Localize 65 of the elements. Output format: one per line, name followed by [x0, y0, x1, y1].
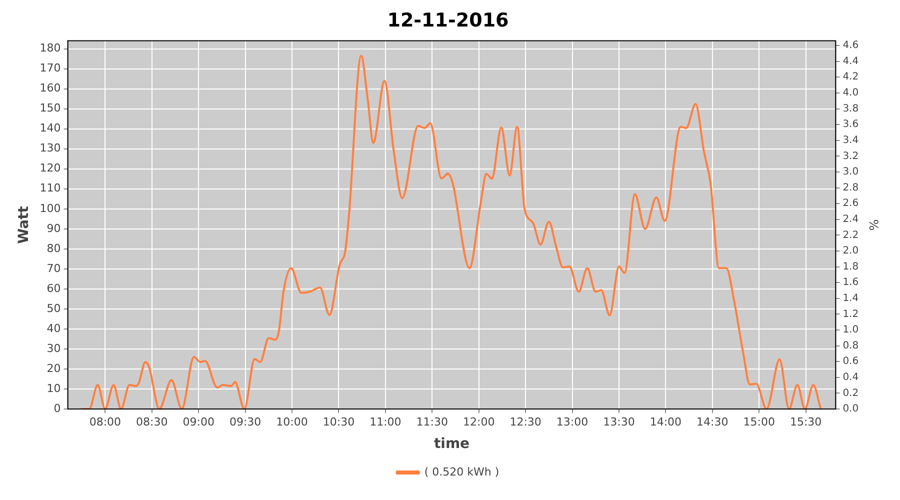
y2-tick-label: 0.6 — [842, 356, 859, 368]
x-tick-label: 15:00 — [743, 415, 775, 428]
y2-tick-label: 1.6 — [842, 277, 859, 288]
x-tick-label: 08:00 — [89, 415, 122, 428]
y-tick-label: 30 — [46, 342, 61, 355]
y2-tick-label: 1.0 — [842, 324, 859, 336]
y2-tick-label: 1.8 — [842, 261, 859, 272]
x-tick-label: 13:00 — [556, 415, 588, 428]
y-tick-label: 80 — [46, 242, 61, 255]
y-tick-label: 10 — [46, 382, 61, 395]
x-tick-label: 15:30 — [790, 415, 822, 428]
x-tick-label: 09:00 — [182, 415, 214, 428]
y2-tick-label: 4.2 — [842, 72, 859, 83]
y2-tick-label: 0.2 — [842, 388, 859, 399]
y2-tick-label: 1.4 — [842, 292, 859, 304]
y2-tick-label: 2.2 — [842, 230, 859, 241]
y2-tick-label: 2.4 — [842, 214, 859, 225]
y2-tick-label: 3.6 — [842, 119, 859, 130]
y2-tick-label: 2.0 — [842, 246, 859, 257]
y-tick-label: 180 — [40, 42, 61, 55]
y-tick-label: 20 — [46, 362, 61, 375]
chart-title: 12-11-2016 — [387, 9, 509, 32]
y-tick-label: 90 — [46, 222, 61, 235]
y-tick-label: 150 — [40, 102, 61, 115]
y2-tick-label: 3.2 — [842, 150, 859, 162]
y-tick-label: 120 — [40, 162, 61, 175]
y-tick-label: 170 — [40, 62, 61, 75]
y-tick-label: 70 — [46, 262, 61, 275]
x-tick-label: 10:30 — [322, 415, 355, 428]
y-tick-label: 110 — [40, 182, 61, 195]
line-series — [80, 54, 822, 409]
y2-tick-label: 4.6 — [842, 40, 859, 52]
y2-tick-label: 4.0 — [842, 88, 859, 99]
y2-tick-label: 3.4 — [842, 134, 859, 146]
y-tick-label: 0 — [54, 402, 61, 415]
x-tick-label: 08:30 — [136, 415, 168, 428]
x-tick-label: 09:30 — [229, 415, 262, 428]
y-tick-label: 140 — [40, 122, 61, 135]
x-tick-label: 13:30 — [603, 415, 635, 428]
y-tick-label: 130 — [40, 142, 61, 155]
y2-axis-title: % — [866, 219, 881, 231]
x-tick-label: 10:00 — [276, 415, 308, 428]
y-tick-label: 50 — [46, 302, 61, 315]
y2-tick-label: 4.4 — [842, 56, 859, 67]
y2-tick-label: 1.2 — [842, 308, 859, 320]
y2-tick-label: 0.8 — [842, 340, 859, 352]
x-tick-label: 11:30 — [416, 415, 448, 428]
y2-tick-label: 2.6 — [842, 198, 859, 210]
y-tick-label: 40 — [46, 322, 61, 335]
y-tick-label: 100 — [40, 202, 61, 215]
legend-label: ( 0.520 kWh ) — [424, 465, 500, 478]
x-tick-label: 12:00 — [462, 415, 495, 428]
y2-tick-label: 0.4 — [842, 372, 859, 383]
x-tick-label: 11:00 — [370, 415, 402, 428]
y-axis-title: Watt — [16, 206, 32, 244]
y-tick-label: 160 — [40, 82, 61, 95]
y2-tick-label: 0.0 — [842, 404, 859, 415]
y-tick-label: 60 — [46, 282, 61, 295]
x-tick-label: 14:00 — [650, 415, 682, 428]
y2-tick-label: 3.8 — [842, 103, 859, 114]
x-tick-label: 14:30 — [696, 415, 728, 428]
y2-tick-label: 3.0 — [842, 166, 859, 178]
x-axis-title: time — [434, 436, 470, 452]
x-tick-label: 12:30 — [510, 415, 542, 428]
y2-tick-label: 2.8 — [842, 182, 859, 194]
